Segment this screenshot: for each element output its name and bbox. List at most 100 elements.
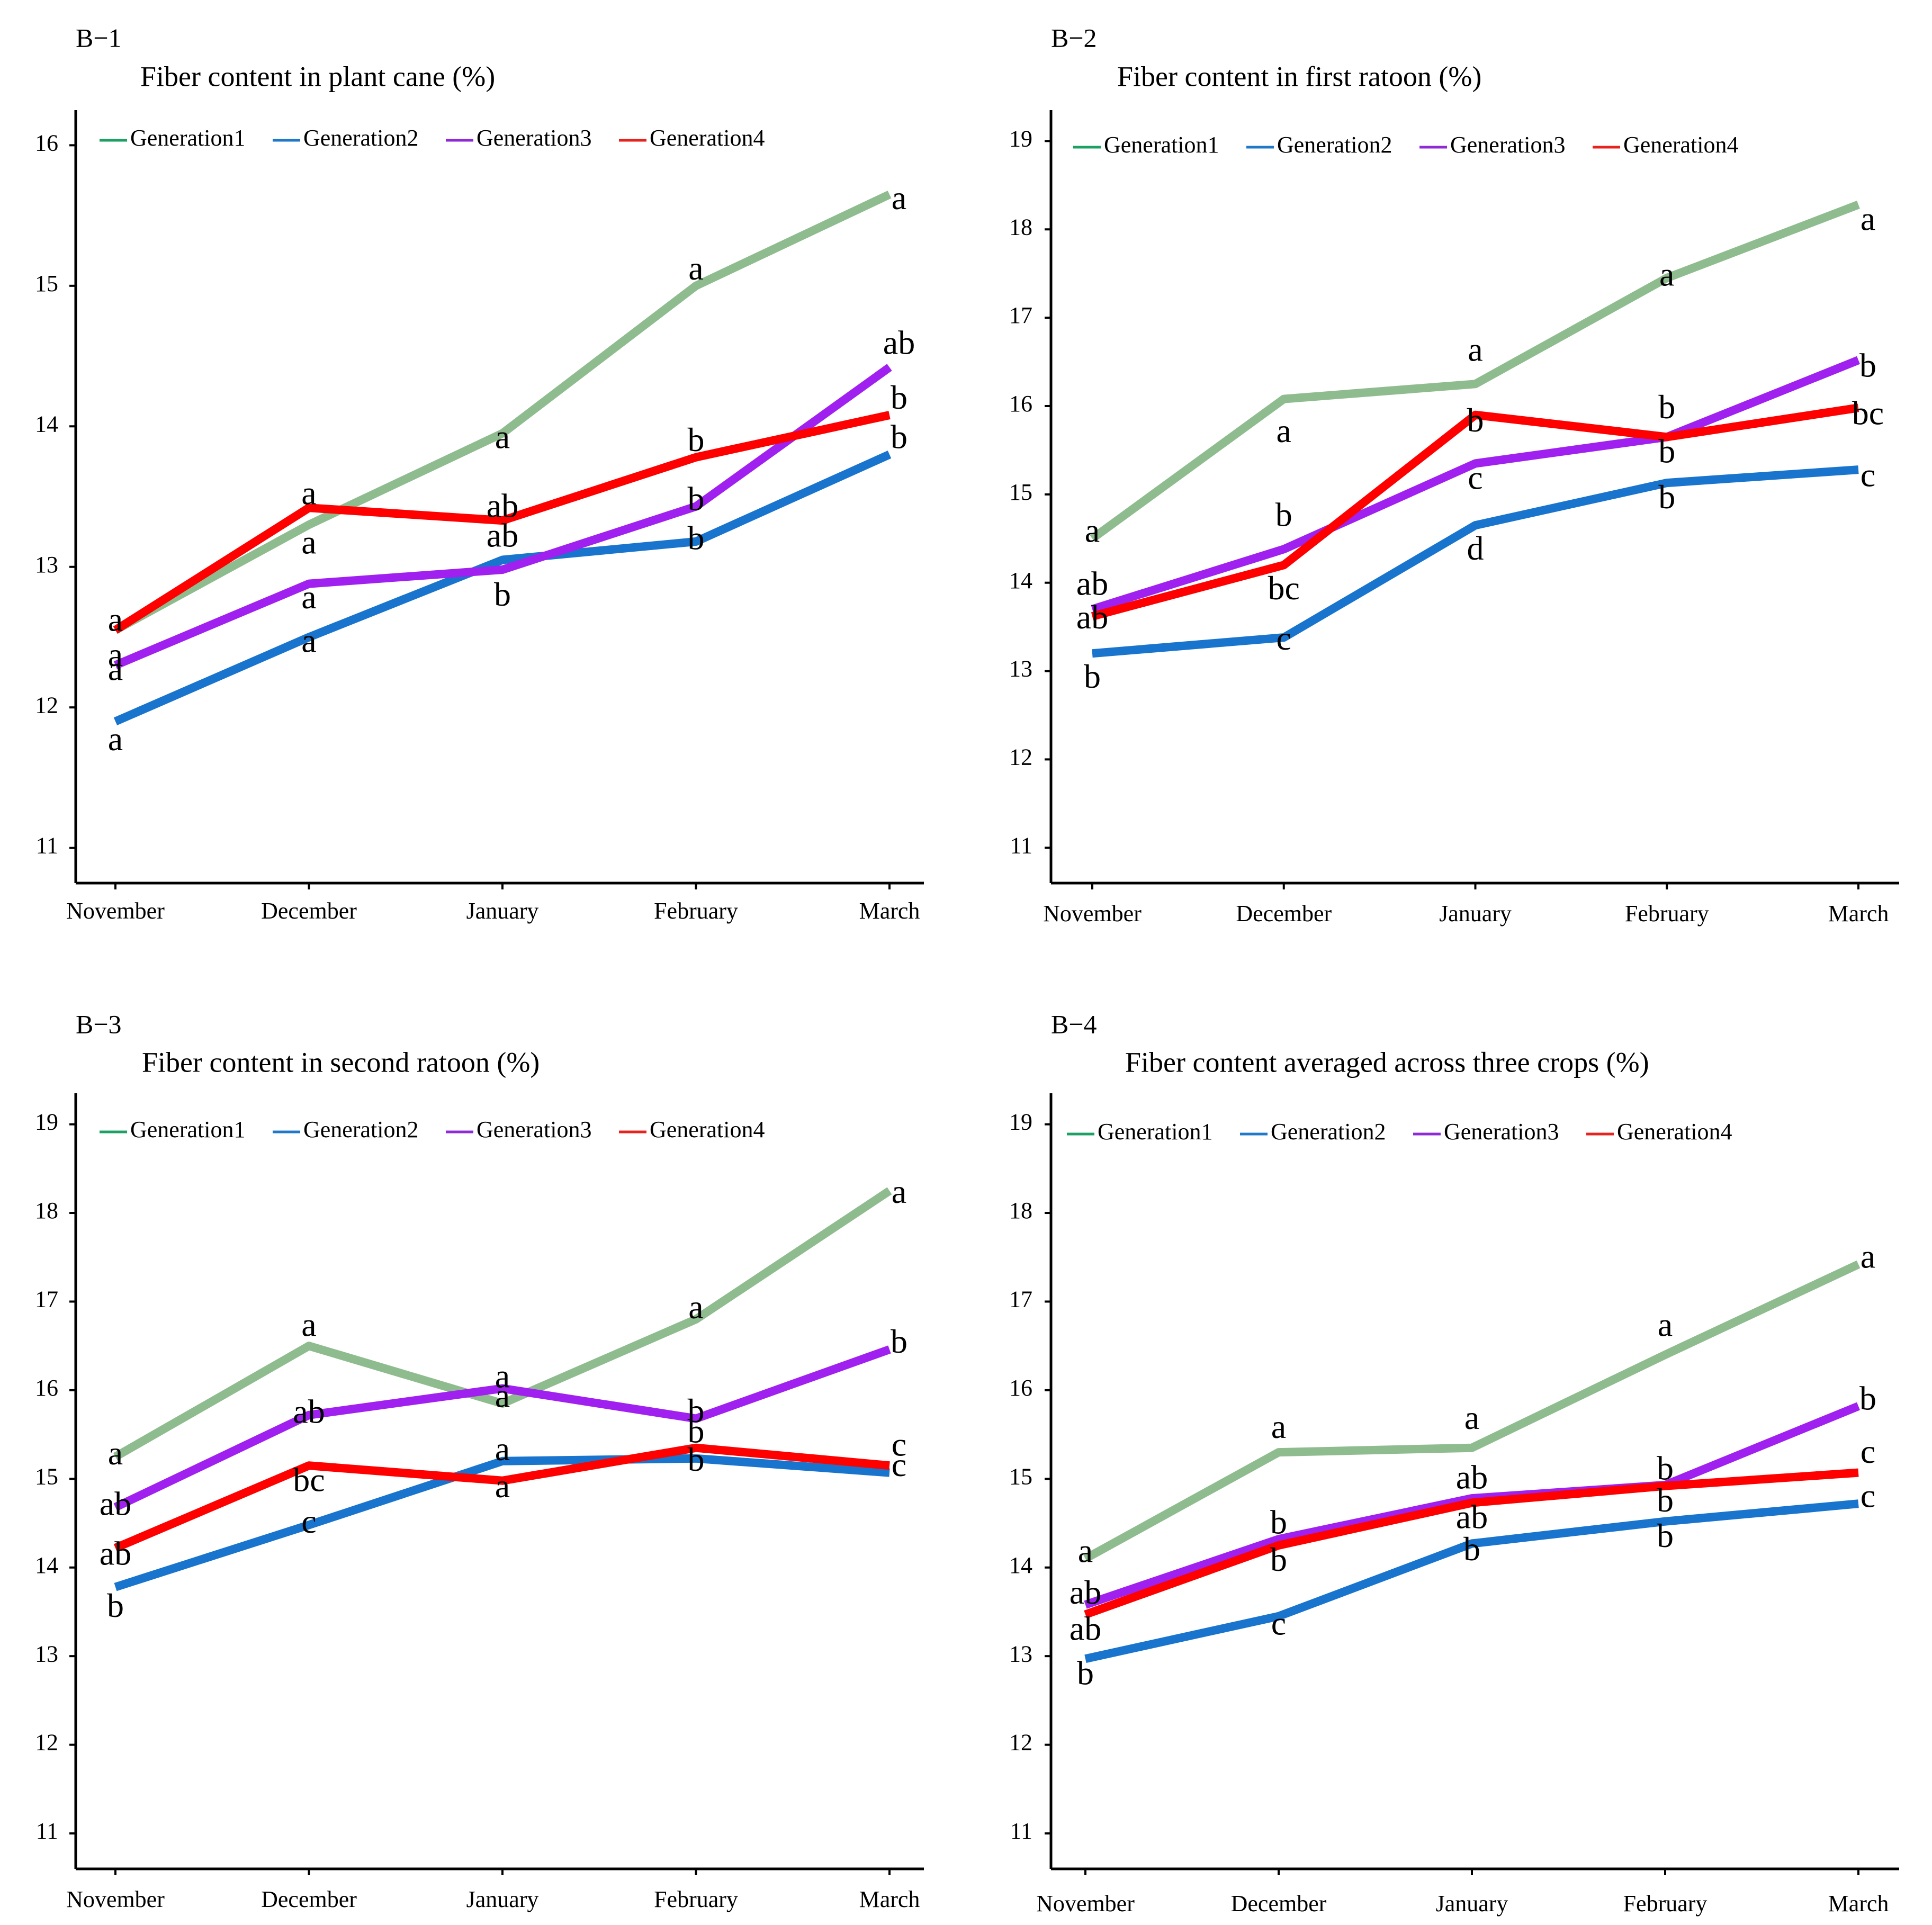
x-tick-label: February <box>1625 901 1709 926</box>
significance-letter: a <box>495 1467 510 1505</box>
panel-label: B−1 <box>76 23 122 52</box>
significance-letter: b <box>1657 1481 1674 1519</box>
significance-letter: ab <box>1070 1610 1101 1648</box>
series-line-generation2 <box>1092 465 1859 658</box>
significance-letter: a <box>1861 200 1875 238</box>
chart-title: Fiber content averaged across three crop… <box>1125 1046 1649 1078</box>
legend-label: Generation1 <box>130 1117 245 1143</box>
significance-letter: a <box>301 524 316 561</box>
significance-letter: c <box>1468 458 1482 496</box>
significance-letter: a <box>108 601 123 638</box>
significance-letter: ab <box>293 1392 325 1430</box>
significance-letter: a <box>1271 1408 1286 1445</box>
significance-letter: ab <box>1076 565 1108 602</box>
series-line-generation2 <box>1084 1499 1859 1663</box>
x-tick-label: March <box>859 1886 920 1912</box>
significance-letter: b <box>688 1441 705 1478</box>
significance-letter: a <box>495 1357 510 1395</box>
legend-label: Generation1 <box>1098 1119 1212 1145</box>
x-tick-label: November <box>1043 901 1142 926</box>
significance-letter: b <box>688 519 705 557</box>
chart-title: Fiber content in first ratoon (%) <box>1117 60 1481 92</box>
significance-letter: b <box>107 1587 124 1624</box>
series-line-generation4 <box>113 1443 890 1552</box>
chart-title: Fiber content in plant cane (%) <box>140 60 495 92</box>
y-tick-label: 12 <box>1009 1730 1032 1756</box>
significance-letter: a <box>108 720 123 758</box>
y-tick-label: 15 <box>35 271 58 296</box>
chart-title: Fiber content in second ratoon (%) <box>142 1046 540 1078</box>
y-tick-label: 16 <box>35 1375 58 1401</box>
significance-letter: a <box>495 1430 510 1468</box>
series-line-generation4 <box>1084 1468 1859 1619</box>
significance-letter: ab <box>1456 1498 1488 1536</box>
x-tick-label: February <box>654 898 738 924</box>
significance-letter: ab <box>487 516 518 554</box>
x-tick-label: February <box>654 1886 738 1912</box>
y-tick-label: 12 <box>35 1730 58 1756</box>
x-tick-label: December <box>1236 901 1332 926</box>
significance-letter: a <box>1861 1237 1875 1275</box>
significance-letter: a <box>1659 256 1674 293</box>
y-tick-label: 13 <box>35 552 58 578</box>
significance-letter: ab <box>1076 598 1108 636</box>
x-tick-label: February <box>1623 1891 1708 1917</box>
x-tick-label: January <box>1439 901 1512 926</box>
significance-letter: a <box>495 418 510 456</box>
significance-letter: a <box>688 249 703 287</box>
significance-letter: b <box>891 1323 907 1360</box>
significance-letter: a <box>1078 1532 1093 1569</box>
significance-letter: a <box>301 622 316 659</box>
significance-letter: a <box>108 636 123 673</box>
x-tick-label: January <box>466 898 539 924</box>
y-tick-label: 11 <box>1010 1818 1032 1844</box>
y-tick-label: 17 <box>35 1287 58 1312</box>
significance-letter: c <box>1861 456 1875 493</box>
y-tick-label: 12 <box>35 692 58 718</box>
x-tick-label: November <box>66 1886 165 1912</box>
significance-letter: b <box>1270 1541 1287 1578</box>
legend-label: Generation2 <box>303 1117 418 1143</box>
x-tick-label: January <box>1436 1891 1508 1917</box>
significance-letter: c <box>1861 1477 1875 1515</box>
significance-letter: a <box>301 578 316 616</box>
significance-letter: c <box>301 1503 316 1540</box>
y-tick-label: 15 <box>1009 1463 1032 1489</box>
legend-label: Generation3 <box>477 1117 591 1143</box>
legend-label: Generation4 <box>1623 132 1738 158</box>
significance-letter: c <box>1861 1433 1875 1470</box>
legend-label: Generation2 <box>303 125 418 151</box>
legend-label: Generation4 <box>1617 1119 1732 1145</box>
x-tick-label: March <box>1828 1891 1889 1917</box>
significance-letter: a <box>301 474 316 512</box>
series-line-generation2 <box>113 451 892 726</box>
significance-letter: a <box>892 179 906 217</box>
series-line-generation1 <box>113 191 892 634</box>
x-tick-label: November <box>66 898 165 924</box>
significance-letter: c <box>892 1425 906 1463</box>
y-tick-label: 15 <box>35 1463 58 1489</box>
significance-letter: a <box>495 1377 510 1414</box>
y-tick-label: 14 <box>35 1552 58 1578</box>
legend-label: Generation3 <box>1444 1119 1559 1145</box>
y-tick-label: 17 <box>1009 1287 1032 1312</box>
significance-letter: a <box>892 1173 906 1210</box>
significance-letter: b <box>1658 432 1675 470</box>
x-tick-label: December <box>261 898 357 924</box>
significance-letter: b <box>1657 1450 1674 1487</box>
legend-label: Generation4 <box>650 125 765 151</box>
significance-letter: b <box>688 480 705 517</box>
y-tick-label: 17 <box>1009 302 1032 328</box>
significance-letter: a <box>1277 412 1291 449</box>
significance-letter: ab <box>883 324 915 362</box>
x-tick-label: March <box>859 898 920 924</box>
legend-label: Generation1 <box>130 125 245 151</box>
significance-letter: bc <box>1268 569 1300 607</box>
x-tick-label: January <box>466 1886 539 1912</box>
significance-letter: ab <box>487 487 518 525</box>
significance-letter: b <box>1859 1379 1876 1417</box>
series-line-generation2 <box>114 1454 890 1591</box>
chart-panel-3: B−3 Fiber content in second ratoon (%) 11 1… <box>35 1009 924 1912</box>
y-tick-label: 12 <box>1009 744 1032 770</box>
